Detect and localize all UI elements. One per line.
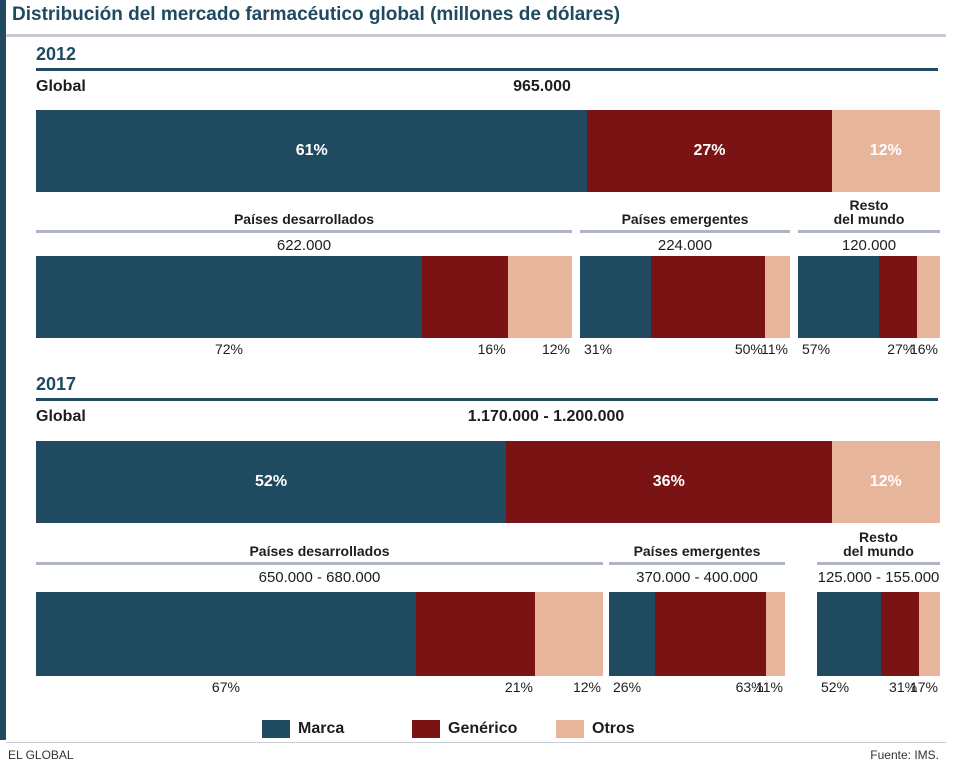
global-total: 1.170.000 - 1.200.000	[467, 408, 625, 425]
region-value-label-generico: 31%	[889, 679, 918, 695]
global-segment-marca	[36, 110, 588, 192]
legend-label-generico: Genérico	[448, 720, 518, 737]
region-value-label-otros: 12%	[572, 679, 601, 695]
global-label: Global	[36, 78, 86, 95]
footer-divider	[6, 742, 946, 743]
legend-swatch-otros	[556, 720, 584, 738]
year-divider	[36, 68, 938, 71]
global-segment-generico	[506, 441, 832, 523]
region-label: Países emergentes	[633, 543, 761, 559]
region-segment-marca	[798, 256, 879, 338]
region-value-label-otros: 12%	[541, 341, 570, 357]
legend-swatch-generico	[412, 720, 440, 738]
region-value-label-generico: 16%	[477, 341, 506, 357]
region-label: Países desarrollados	[233, 211, 375, 227]
region-segment-marca	[609, 592, 655, 676]
region-value-label-otros: 11%	[756, 679, 783, 695]
legend: Marca Genérico Otros	[0, 716, 953, 742]
region-divider	[36, 562, 603, 565]
global-bar: 61% 27% 12%	[36, 110, 940, 192]
region-segment-otros	[764, 256, 790, 338]
region-divider	[798, 230, 940, 233]
region-segment-marca	[817, 592, 881, 676]
region-bar	[36, 256, 572, 338]
region-total: 125.000 - 155.000	[817, 569, 940, 586]
region-bar	[36, 592, 603, 676]
region-segment-generico	[415, 592, 535, 676]
region-value-label-otros: 17%	[909, 679, 938, 695]
region-bar	[798, 256, 940, 338]
year-divider	[36, 398, 938, 401]
region-divider	[609, 562, 785, 565]
region-label: Resto del mundo	[843, 529, 914, 559]
region-divider	[580, 230, 790, 233]
region-value-label-marca: 26%	[613, 679, 642, 695]
region-value-label-generico: 21%	[504, 679, 533, 695]
global-value-label-generico: 27%	[693, 142, 726, 159]
region-label: Resto del mundo	[833, 197, 905, 227]
region-value-label-generico: 27%	[887, 341, 916, 357]
global-segment-marca	[36, 441, 507, 523]
global-value-label-marca: 61%	[295, 142, 328, 159]
region-bar	[817, 592, 940, 676]
region-segment-generico	[421, 256, 508, 338]
global-value-label-otros: 12%	[869, 142, 902, 159]
region-segment-otros	[534, 592, 603, 676]
left-accent-bar	[0, 0, 6, 740]
region-segment-generico	[880, 592, 920, 676]
region-segment-otros	[917, 256, 940, 338]
footer-publisher: EL GLOBAL	[8, 748, 74, 762]
region-segment-marca	[36, 592, 416, 676]
footer-source: Fuente: IMS.	[870, 748, 939, 762]
region-value-label-marca: 72%	[214, 341, 243, 357]
region-segment-generico	[878, 256, 918, 338]
region-total: 224.000	[657, 237, 713, 254]
region-value-label-otros: 16%	[909, 341, 938, 357]
global-segment-generico	[587, 110, 832, 192]
year-label: 2012	[36, 44, 77, 64]
region-total: 370.000 - 400.000	[636, 569, 758, 586]
region-total: 622.000	[276, 237, 332, 254]
region-segment-otros	[765, 592, 785, 676]
region-bar	[580, 256, 790, 338]
global-bar: 52% 36% 12%	[36, 441, 940, 523]
global-value-label-otros: 12%	[869, 473, 902, 490]
region-value-label-generico: 50%	[734, 341, 763, 357]
region-divider	[817, 562, 940, 565]
region-segment-generico	[654, 592, 766, 676]
region-total: 650.000 - 680.000	[258, 569, 381, 586]
region-label: Países emergentes	[621, 211, 749, 227]
region-segment-generico	[650, 256, 765, 338]
global-value-label-generico: 36%	[652, 473, 685, 490]
region-value-label-marca: 52%	[821, 679, 850, 695]
region-bar	[609, 592, 785, 676]
year-label: 2017	[36, 374, 77, 394]
global-total: 965.000	[513, 78, 571, 95]
legend-swatch-marca	[262, 720, 290, 738]
region-segment-otros	[507, 256, 572, 338]
legend-label-otros: Otros	[592, 720, 635, 737]
global-value-label-marca: 52%	[255, 473, 288, 490]
global-segment-otros	[831, 441, 940, 523]
region-total: 120.000	[841, 237, 897, 254]
region-segment-marca	[580, 256, 651, 338]
region-value-label-marca: 67%	[211, 679, 240, 695]
global-label: Global	[36, 408, 86, 425]
region-label: Países desarrollados	[249, 543, 390, 559]
global-segment-otros	[831, 110, 940, 192]
chart-title: Distribución del mercado farmacéutico gl…	[12, 4, 621, 25]
region-value-label-otros: 11%	[761, 341, 788, 357]
region-divider	[36, 230, 572, 233]
region-segment-marca	[36, 256, 422, 338]
region-value-label-marca: 31%	[584, 341, 613, 357]
title-divider	[6, 34, 946, 37]
region-value-label-marca: 57%	[802, 341, 831, 357]
legend-label-marca: Marca	[298, 720, 345, 737]
region-value-label-generico: 63%	[735, 679, 764, 695]
region-segment-otros	[919, 592, 940, 676]
